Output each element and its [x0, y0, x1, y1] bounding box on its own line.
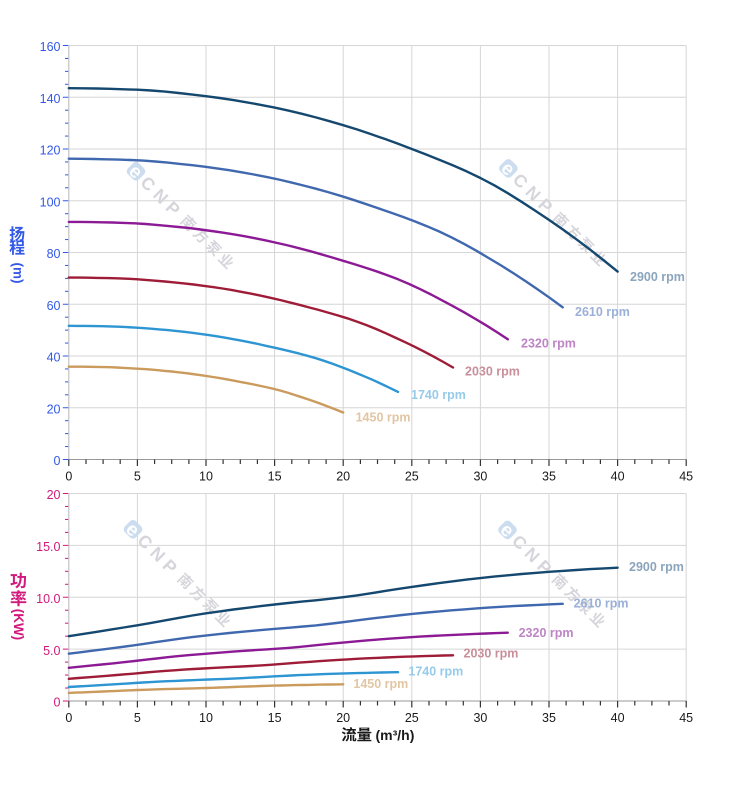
- svg-text:5: 5: [134, 470, 141, 484]
- svg-text:20: 20: [336, 470, 350, 484]
- svg-text:10: 10: [199, 470, 213, 484]
- svg-text:20: 20: [336, 711, 350, 725]
- svg-text:10.0: 10.0: [36, 592, 60, 606]
- svg-text:60: 60: [47, 299, 61, 313]
- svg-text:2320 rpm: 2320 rpm: [521, 336, 576, 350]
- svg-text:0: 0: [65, 711, 72, 725]
- svg-text:35: 35: [542, 711, 556, 725]
- svg-text:40: 40: [611, 711, 625, 725]
- svg-text:100: 100: [40, 195, 61, 209]
- svg-text:0: 0: [65, 470, 72, 484]
- svg-text:45: 45: [679, 711, 693, 725]
- svg-text:45: 45: [679, 470, 693, 484]
- svg-text:1740 rpm: 1740 rpm: [408, 664, 463, 678]
- svg-text:25: 25: [405, 470, 419, 484]
- svg-text:1450 rpm: 1450 rpm: [356, 411, 411, 425]
- svg-text:2320 rpm: 2320 rpm: [519, 626, 574, 640]
- svg-text:140: 140: [40, 92, 61, 106]
- svg-text:2610 rpm: 2610 rpm: [575, 305, 630, 319]
- svg-text:(m): (m): [11, 263, 26, 284]
- svg-text:25: 25: [405, 711, 419, 725]
- svg-text:2900 rpm: 2900 rpm: [629, 560, 684, 574]
- svg-text:120: 120: [40, 144, 61, 158]
- svg-text:30: 30: [473, 711, 487, 725]
- svg-text:(KW): (KW): [11, 609, 26, 640]
- svg-text:80: 80: [47, 247, 61, 261]
- svg-text:1450 rpm: 1450 rpm: [353, 677, 408, 691]
- svg-text:0: 0: [54, 696, 61, 710]
- svg-text:2030 rpm: 2030 rpm: [464, 647, 519, 661]
- svg-text:20: 20: [47, 402, 61, 416]
- svg-text:15: 15: [268, 470, 282, 484]
- svg-text:1740 rpm: 1740 rpm: [411, 388, 466, 402]
- svg-text:20: 20: [47, 488, 61, 502]
- svg-text:5.0: 5.0: [43, 644, 60, 658]
- svg-text:2900 rpm: 2900 rpm: [630, 270, 685, 284]
- svg-text:15: 15: [268, 711, 282, 725]
- svg-text:2610 rpm: 2610 rpm: [574, 596, 629, 610]
- svg-text:0: 0: [54, 454, 61, 468]
- svg-text:40: 40: [47, 351, 61, 365]
- svg-text:(m³/h): (m³/h): [376, 727, 415, 743]
- svg-text:160: 160: [40, 40, 61, 54]
- svg-text:15.0: 15.0: [36, 540, 60, 554]
- svg-text:5: 5: [134, 711, 141, 725]
- svg-text:10: 10: [199, 711, 213, 725]
- svg-text:35: 35: [542, 470, 556, 484]
- svg-text:40: 40: [611, 470, 625, 484]
- svg-text:30: 30: [473, 470, 487, 484]
- svg-text:2030 rpm: 2030 rpm: [465, 365, 520, 379]
